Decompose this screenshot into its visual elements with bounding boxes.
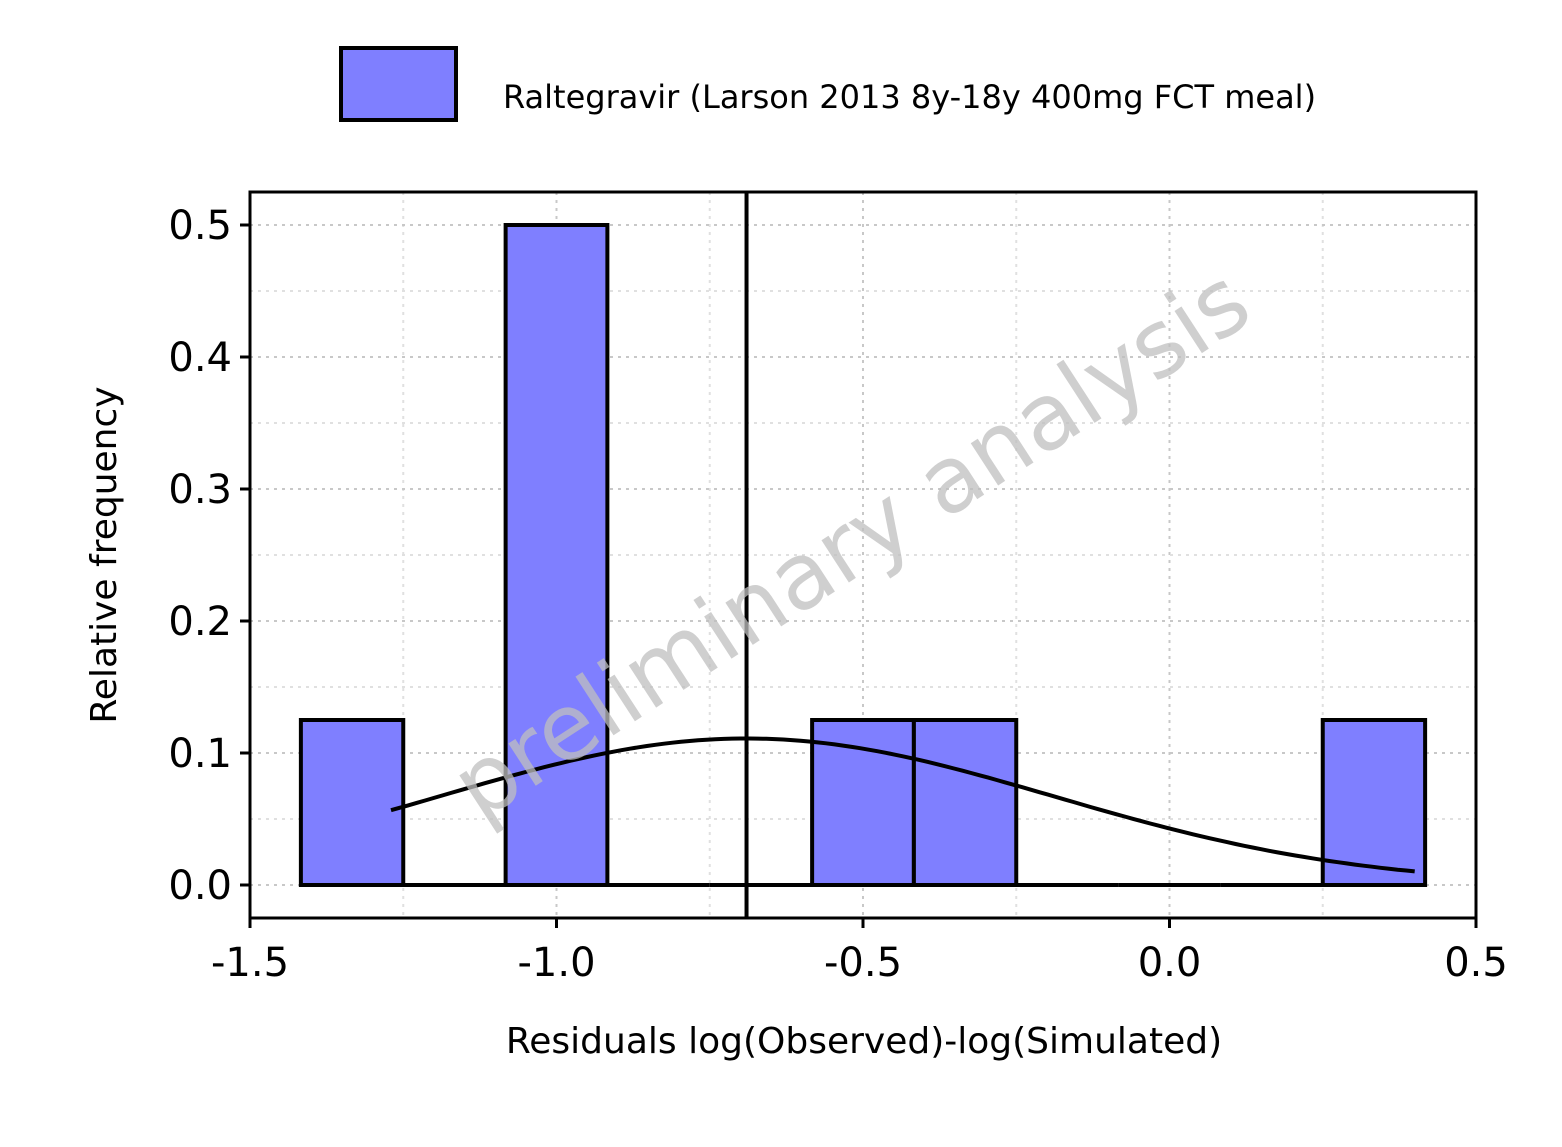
histogram-bar [298,718,406,887]
histogram-bars [298,223,1428,887]
y-tick-label: 0.4 [168,335,232,381]
x-tick-label: -0.5 [824,940,902,986]
y-tick-label: 0.5 [168,203,232,249]
legend-swatch [339,46,458,122]
legend-label: Raltegravir (Larson 2013 8y-18y 400mg FC… [503,78,1316,116]
legend: Raltegravir (Larson 2013 8y-18y 400mg FC… [339,46,1316,122]
histogram-bar [911,718,1019,887]
y-tick-label: 0.2 [168,599,232,645]
y-tick-label: 0.0 [168,863,232,909]
y-tick-label: 0.1 [168,731,232,777]
density-curve-layer [390,736,1415,874]
histogram-bar [1320,718,1428,887]
y-tick-label: 0.3 [168,467,232,513]
y-axis-title: Relative frequency [84,386,125,723]
x-tick-label: 0.0 [1138,940,1202,986]
histogram-bar [503,223,610,887]
density-curve [390,736,1415,874]
x-tick-label: -1.0 [517,940,595,986]
x-axis-title: Residuals log(Observed)-log(Simulated) [506,1021,1222,1062]
tick-labels: -1.5 -1.0 -0.5 0.0 0.5 0.0 0.1 0.2 0.3 0.4 0.5 [168,203,1507,986]
x-tick-label: -1.5 [211,940,289,986]
x-tick-label: 0.5 [1444,940,1508,986]
